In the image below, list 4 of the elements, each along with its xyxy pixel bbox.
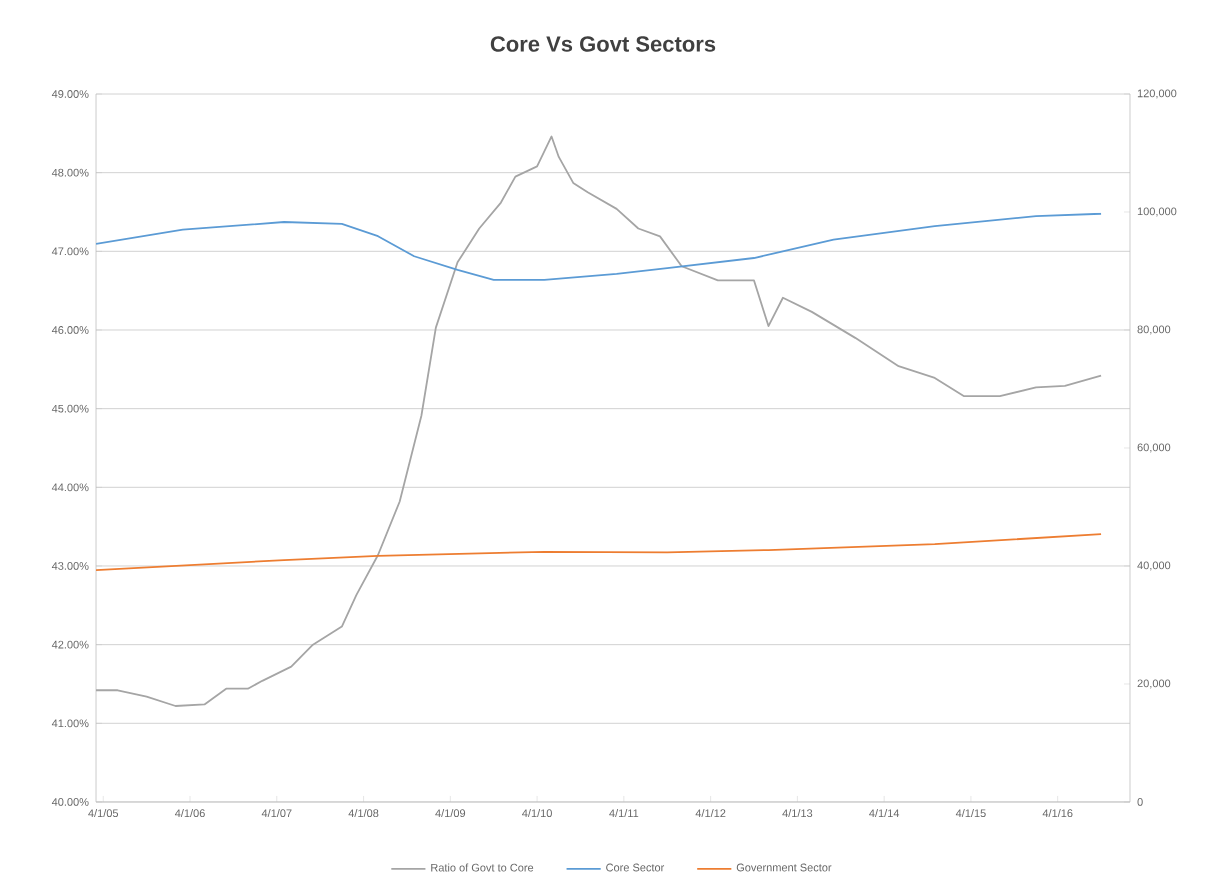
chart-title: Core Vs Govt Sectors: [490, 36, 716, 52]
line-series: [96, 212, 1102, 281]
line-series: [96, 135, 1102, 707]
line-series: [96, 533, 1102, 572]
